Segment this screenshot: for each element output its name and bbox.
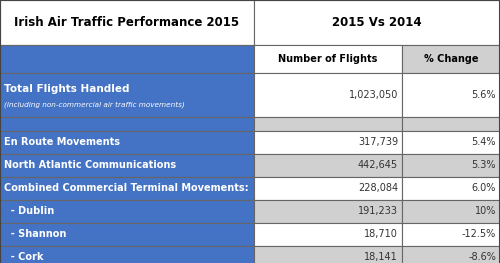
Text: Combined Commercial Terminal Movements:: Combined Commercial Terminal Movements: <box>4 183 248 193</box>
Text: 5.6%: 5.6% <box>472 90 496 100</box>
Text: - Cork: - Cork <box>4 252 43 262</box>
Bar <box>0 0 254 45</box>
Bar <box>0 200 254 223</box>
Text: 5.4%: 5.4% <box>472 137 496 147</box>
Bar <box>0 177 254 200</box>
Text: -8.6%: -8.6% <box>468 252 496 262</box>
Text: 18,141: 18,141 <box>364 252 398 262</box>
Text: Number of Flights: Number of Flights <box>278 54 378 64</box>
Bar <box>254 73 402 117</box>
Bar <box>402 131 500 154</box>
Bar <box>402 177 500 200</box>
Text: 2015 Vs 2014: 2015 Vs 2014 <box>332 16 422 29</box>
Text: - Shannon: - Shannon <box>4 229 66 239</box>
Text: 18,710: 18,710 <box>364 229 398 239</box>
Bar <box>0 246 254 263</box>
Bar <box>0 154 254 177</box>
Bar <box>402 154 500 177</box>
Text: Total Flights Handled: Total Flights Handled <box>4 84 130 94</box>
Text: -12.5%: -12.5% <box>462 229 496 239</box>
Text: (including non-commercial air traffic movements): (including non-commercial air traffic mo… <box>4 101 185 108</box>
Text: % Change: % Change <box>424 54 478 64</box>
Bar <box>254 177 402 200</box>
Bar <box>254 154 402 177</box>
Text: 10%: 10% <box>474 206 496 216</box>
Text: 191,233: 191,233 <box>358 206 398 216</box>
Text: Irish Air Traffic Performance 2015: Irish Air Traffic Performance 2015 <box>14 16 239 29</box>
Text: 5.3%: 5.3% <box>472 160 496 170</box>
Bar <box>402 73 500 117</box>
Bar <box>0 131 254 154</box>
Bar <box>254 131 402 154</box>
Bar <box>254 45 402 73</box>
Bar <box>402 200 500 223</box>
Bar <box>402 223 500 246</box>
Bar <box>0 45 254 73</box>
Text: North Atlantic Communications: North Atlantic Communications <box>4 160 176 170</box>
Bar <box>402 246 500 263</box>
Text: 1,023,050: 1,023,050 <box>348 90 398 100</box>
Bar <box>254 117 402 131</box>
Bar <box>254 246 402 263</box>
Text: 442,645: 442,645 <box>358 160 398 170</box>
Text: 228,084: 228,084 <box>358 183 398 193</box>
Bar <box>402 45 500 73</box>
Bar <box>0 223 254 246</box>
Text: En Route Movements: En Route Movements <box>4 137 120 147</box>
Text: 6.0%: 6.0% <box>472 183 496 193</box>
Bar <box>0 117 254 131</box>
Bar <box>254 223 402 246</box>
Bar <box>402 117 500 131</box>
Text: - Dublin: - Dublin <box>4 206 54 216</box>
Text: 317,739: 317,739 <box>358 137 398 147</box>
Bar <box>0 73 254 117</box>
Bar <box>254 0 500 45</box>
Bar <box>254 200 402 223</box>
